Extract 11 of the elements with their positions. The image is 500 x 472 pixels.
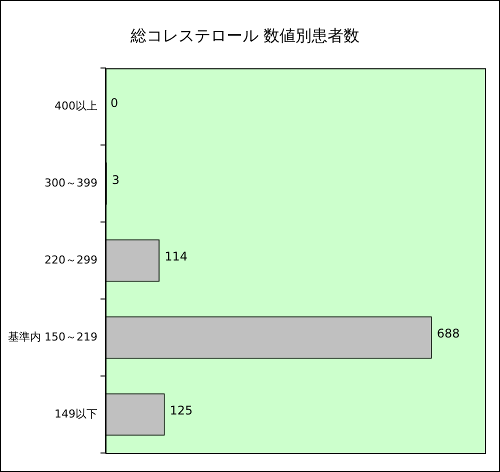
y-tick-label: 400以上	[54, 100, 98, 113]
chart-title: 総コレステロール 数値別患者数	[129, 26, 360, 45]
data-label: 114	[164, 250, 188, 264]
y-tick-label: 基準内 150～219	[8, 330, 98, 344]
y-tick-label: 149以下	[54, 407, 98, 420]
data-label: 125	[170, 404, 193, 418]
data-label: 0	[110, 96, 118, 110]
data-label: 688	[436, 326, 460, 341]
y-tick-label: 220～299	[44, 253, 98, 266]
y-tick-label: 300～399	[44, 176, 98, 190]
data-label: 3	[112, 172, 120, 187]
